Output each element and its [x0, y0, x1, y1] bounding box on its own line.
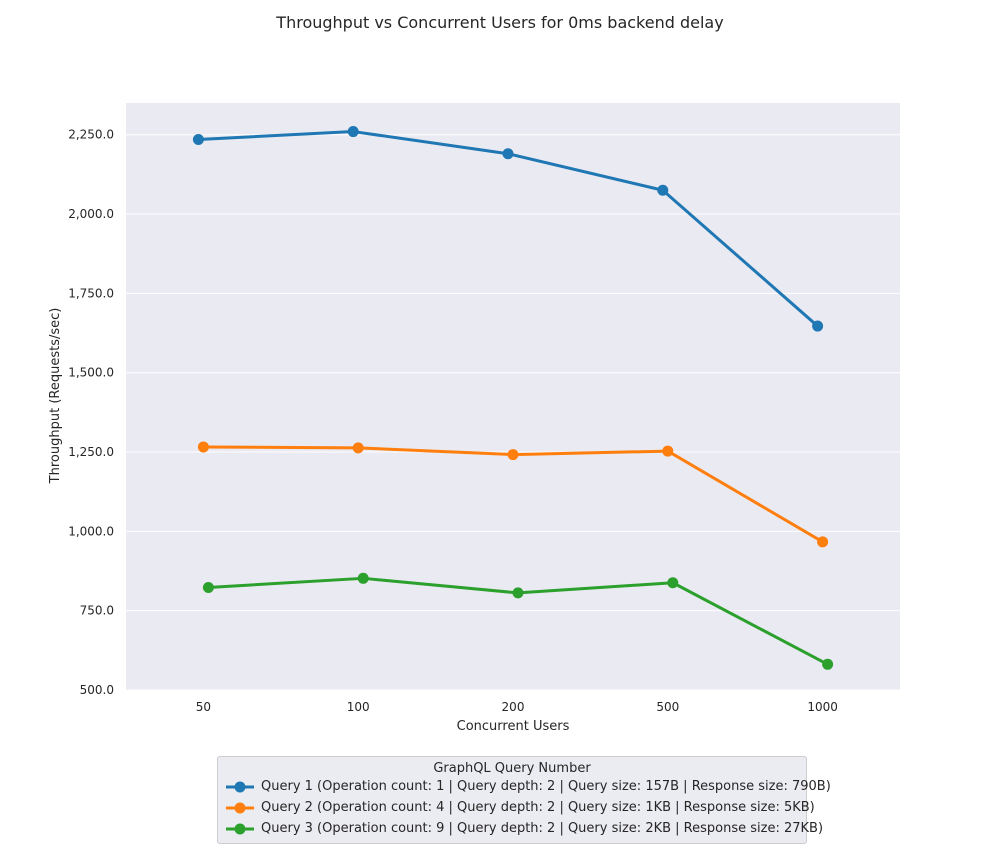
- data-point: [667, 577, 679, 589]
- legend-item-query-2: Query 2 (Operation count: 4 | Query dept…: [218, 797, 815, 818]
- data-point: [202, 582, 214, 594]
- data-point: [502, 148, 514, 160]
- legend-swatch-query-1: [226, 781, 254, 793]
- data-point: [822, 658, 834, 670]
- data-point: [507, 449, 519, 461]
- data-point: [347, 126, 359, 138]
- legend-swatch-marker: [234, 823, 246, 835]
- y-tick-label: 2,250.0: [68, 128, 114, 142]
- legend-title: GraphQL Query Number: [433, 761, 591, 776]
- legend-label: Query 3 (Operation count: 9 | Query dept…: [261, 821, 824, 836]
- plot-background: [126, 103, 900, 690]
- x-axis-title: Concurrent Users: [457, 719, 570, 734]
- legend-item-query-1: Query 1 (Operation count: 1 | Query dept…: [218, 776, 831, 797]
- legend-swatch-query-3: [226, 823, 254, 835]
- y-tick-label: 2,000.0: [68, 207, 114, 221]
- y-tick-label: 1,250.0: [68, 445, 114, 459]
- legend-item-query-3: Query 3 (Operation count: 9 | Query dept…: [218, 818, 823, 839]
- legend-swatch-marker: [234, 781, 246, 793]
- data-point: [657, 184, 669, 196]
- y-tick-label: 750.0: [80, 604, 114, 618]
- data-point: [812, 320, 824, 332]
- y-tick-label: 1,500.0: [68, 366, 114, 380]
- x-tick-label: 1000: [807, 700, 838, 714]
- data-point: [817, 536, 829, 548]
- y-tick-label: 500.0: [80, 683, 114, 697]
- data-point: [197, 441, 209, 453]
- x-tick-label: 200: [502, 700, 525, 714]
- legend-label: Query 1 (Operation count: 1 | Query dept…: [261, 779, 831, 794]
- legend-swatch-query-2: [226, 802, 254, 814]
- data-point: [357, 572, 369, 584]
- x-tick-label: 100: [347, 700, 370, 714]
- legend-label: Query 2 (Operation count: 4 | Query dept…: [261, 800, 815, 815]
- data-point: [512, 587, 524, 599]
- x-tick-label: 500: [656, 700, 679, 714]
- data-point: [192, 133, 204, 145]
- y-axis-title: Throughput (Requests/sec): [48, 308, 63, 485]
- data-point: [352, 442, 364, 454]
- series-query-3: [202, 572, 834, 670]
- chart-title: Throughput vs Concurrent Users for 0ms b…: [276, 13, 724, 32]
- x-tick-label: 50: [196, 700, 211, 714]
- legend-swatch-marker: [234, 802, 246, 814]
- legend: GraphQL Query Number Query 1 (Operation …: [217, 756, 831, 844]
- series-query-1: [192, 126, 824, 332]
- y-tick-label: 1,000.0: [68, 524, 114, 538]
- x-tick-labels: 50 100 200 500 1000: [196, 700, 838, 714]
- data-point: [662, 445, 674, 457]
- y-tick-label: 1,750.0: [68, 286, 114, 300]
- y-tick-labels: 500.0 750.0 1,000.0 1,250.0 1,500.0 1,750.0 2,…: [68, 128, 114, 697]
- series-query-2: [197, 441, 829, 548]
- series-lines: [192, 126, 834, 670]
